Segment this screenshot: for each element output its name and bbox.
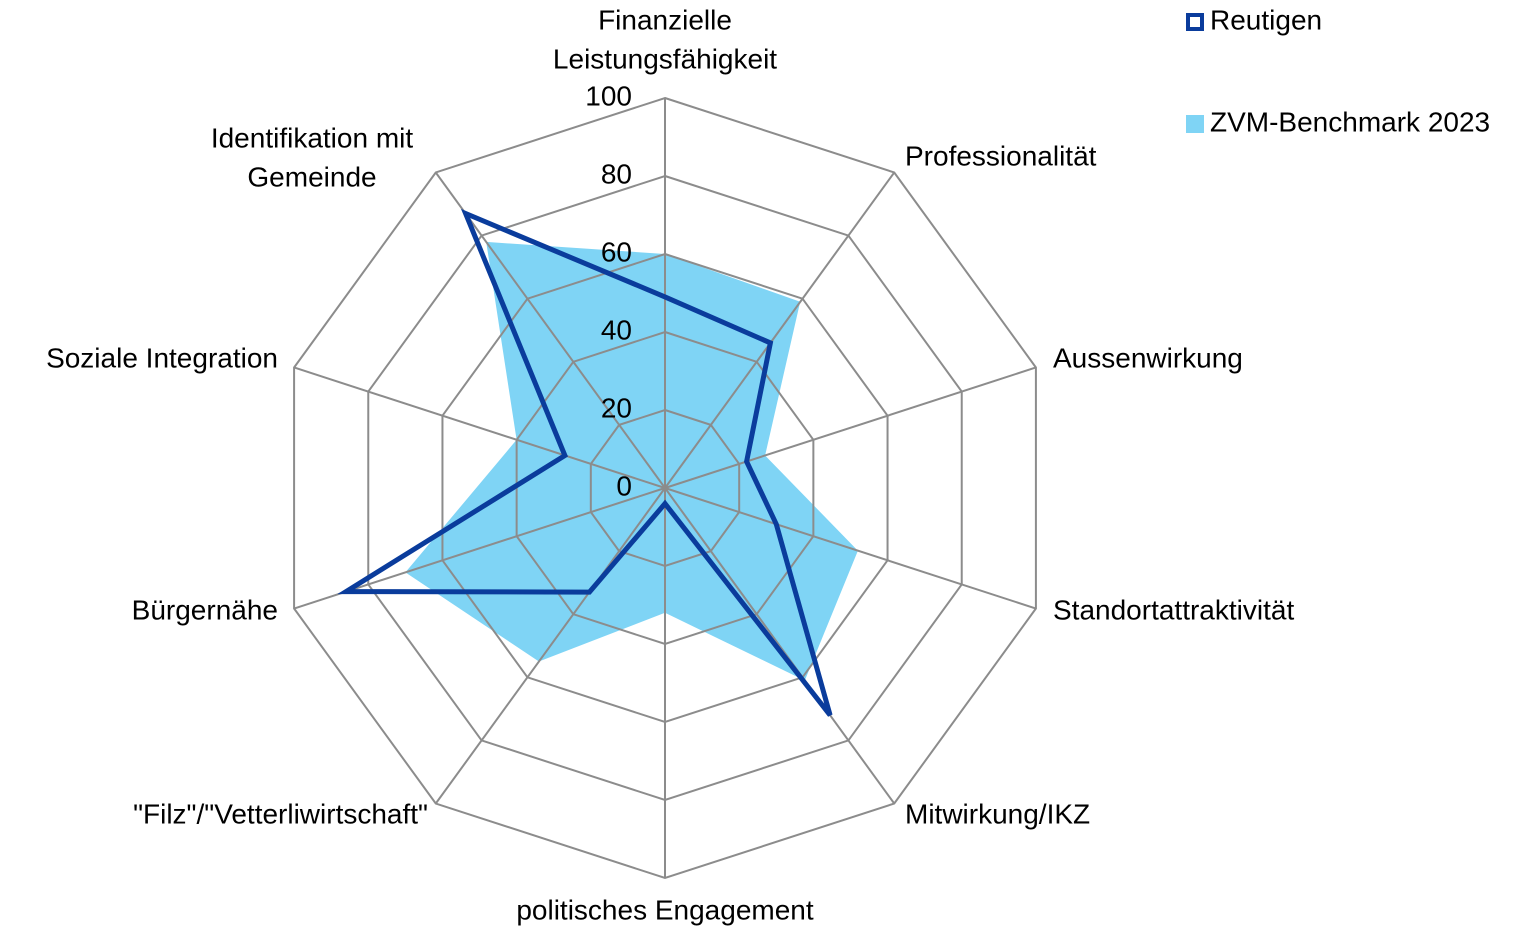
category-label: politisches Engagement: [516, 894, 814, 925]
legend-label: ZVM-Benchmark 2023: [1210, 106, 1490, 137]
spoke: [664, 366, 1037, 489]
area: [405, 241, 858, 681]
category-label: Finanzielle: [598, 4, 732, 35]
legend-swatch: [1186, 115, 1204, 133]
category-label: Gemeinde: [247, 161, 376, 192]
spoke: [293, 366, 666, 489]
legend-label: Reutigen: [1210, 4, 1322, 35]
category-label: Professionalität: [905, 140, 1097, 171]
tick-label: 0: [616, 470, 632, 501]
category-label: Aussenwirkung: [1053, 342, 1243, 373]
spoke: [664, 487, 1037, 610]
tick-label: 20: [601, 392, 632, 423]
spoke: [293, 487, 666, 610]
category-label: Mitwirkung/IKZ: [905, 798, 1090, 829]
legend-swatch: [1186, 13, 1204, 31]
tick-label: 60: [601, 236, 632, 267]
category-label: Soziale Integration: [46, 342, 278, 373]
category-label: Bürgernähe: [132, 594, 278, 625]
category-label: "Filz"/"Vetterliwirtschaft": [133, 798, 428, 829]
spoke: [434, 171, 666, 489]
category-label: Standortattraktivität: [1053, 594, 1294, 625]
category-label: Identifikation mit: [211, 122, 414, 153]
tick-label: 100: [585, 80, 632, 111]
spoke: [664, 487, 896, 805]
spoke: [664, 171, 896, 489]
category-label: Leistungsfähigkeit: [553, 43, 777, 74]
tick-label: 40: [601, 314, 632, 345]
tick-label: 80: [601, 158, 632, 189]
spoke: [434, 487, 666, 805]
line: [337, 208, 833, 717]
